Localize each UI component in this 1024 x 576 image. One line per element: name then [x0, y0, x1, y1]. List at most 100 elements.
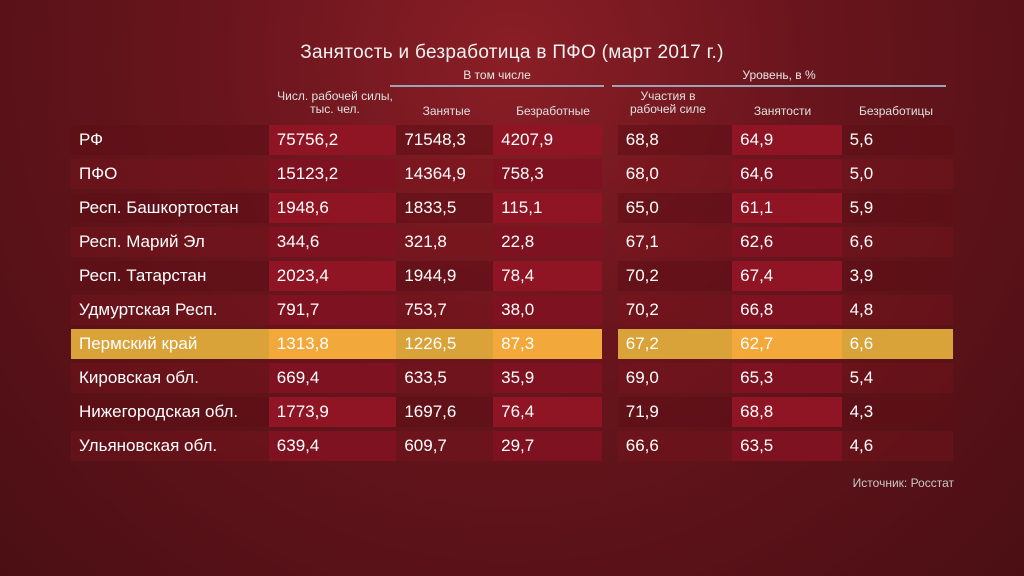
cell-region: Респ. Татарстан: [71, 261, 269, 291]
cell-participation: 70,2: [617, 261, 733, 291]
cell-unemployment: 4,6: [841, 431, 953, 461]
group-label-including: В том числе: [463, 68, 531, 82]
table-row: ПФО 15123,2 14364,9 758,3 68,0 64,6 5,0: [71, 159, 953, 189]
cell-employed: 633,5: [396, 363, 494, 393]
cell-unemployed: 38,0: [493, 295, 602, 325]
table-row: Респ. Марий Эл 344,6 321,8 22,8 67,1 62,6 6,6: [71, 227, 953, 257]
cell-region: Пермский край: [71, 329, 269, 359]
cell-labor-force: 1313,8: [268, 329, 397, 359]
table-row: Пермский край 1313,8 1226,5 87,3 67,2 62,7 6,6: [71, 329, 953, 359]
cell-employed: 321,8: [396, 227, 494, 257]
cell-participation: 69,0: [617, 363, 733, 393]
column-gap: [602, 329, 618, 359]
col-head-employment: Занятости: [753, 104, 812, 118]
cell-employment: 68,8: [732, 397, 842, 427]
col-head-participation: Участия в рабочей силе: [630, 89, 706, 116]
cell-labor-force: 639,4: [268, 431, 397, 461]
cell-labor-force: 1773,9: [268, 397, 397, 427]
cell-unemployed: 4207,9: [493, 125, 602, 155]
cell-labor-force: 344,6: [268, 227, 397, 257]
cell-unemployed: 115,1: [493, 193, 602, 223]
table-row: РФ 75756,2 71548,3 4207,9 68,8 64,9 5,6: [71, 125, 953, 155]
cell-labor-force: 669,4: [268, 363, 397, 393]
cell-employed: 14364,9: [396, 159, 494, 189]
cell-unemployed: 22,8: [493, 227, 602, 257]
cell-unemployed: 35,9: [493, 363, 602, 393]
cell-employed: 1944,9: [396, 261, 494, 291]
cell-employment: 62,7: [732, 329, 842, 359]
table-row: Респ. Башкортостан 1948,6 1833,5 115,1 65,0 6…: [71, 193, 953, 223]
cell-participation: 66,6: [617, 431, 733, 461]
cell-unemployed: 76,4: [493, 397, 602, 427]
cell-unemployed: 29,7: [493, 431, 602, 461]
cell-participation: 65,0: [617, 193, 733, 223]
cell-labor-force: 791,7: [268, 295, 397, 325]
cell-unemployment: 3,9: [841, 261, 953, 291]
cell-participation: 71,9: [617, 397, 733, 427]
table-row: Нижегородская обл. 1773,9 1697,6 76,4 71,9 68…: [71, 397, 953, 427]
cell-participation: 68,0: [617, 159, 733, 189]
cell-employment: 67,4: [732, 261, 842, 291]
cell-employment: 65,3: [732, 363, 842, 393]
cell-region: Нижегородская обл.: [71, 397, 269, 427]
column-gap: [602, 261, 618, 291]
cell-employed: 1833,5: [396, 193, 494, 223]
column-gap: [602, 295, 618, 325]
column-gap: [602, 125, 618, 155]
cell-region: Удмуртская Респ.: [71, 295, 269, 325]
cell-employment: 63,5: [732, 431, 842, 461]
cell-employed: 1697,6: [396, 397, 494, 427]
column-gap: [602, 193, 618, 223]
cell-employment: 66,8: [732, 295, 842, 325]
cell-unemployment: 5,4: [841, 363, 953, 393]
table-row: Респ. Татарстан 2023,4 1944,9 78,4 70,2 67,4 3…: [71, 261, 953, 291]
cell-participation: 67,2: [617, 329, 733, 359]
cell-participation: 67,1: [617, 227, 733, 257]
chart-title: Занятость и безработица в ПФО (март 2017…: [300, 42, 724, 63]
group-line-level: [612, 85, 946, 87]
data-table: РФ 75756,2 71548,3 4207,9 68,8 64,9 5,6 ПФО 1512…: [71, 121, 953, 465]
cell-employed: 1226,5: [396, 329, 494, 359]
cell-employment: 62,6: [732, 227, 842, 257]
cell-region: Респ. Марий Эл: [71, 227, 269, 257]
cell-unemployment: 4,8: [841, 295, 953, 325]
col-head-unemployment: Безработицы: [858, 104, 934, 118]
cell-unemployment: 5,6: [841, 125, 953, 155]
cell-labor-force: 75756,2: [268, 125, 397, 155]
col-head-employed: Занятые: [422, 104, 471, 118]
column-gap: [602, 227, 618, 257]
table-row: Кировская обл. 669,4 633,5 35,9 69,0 65,3 5,4: [71, 363, 953, 393]
cell-participation: 70,2: [617, 295, 733, 325]
cell-region: РФ: [71, 125, 269, 155]
cell-unemployment: 5,9: [841, 193, 953, 223]
group-line-including: [390, 85, 604, 87]
cell-labor-force: 2023,4: [268, 261, 397, 291]
cell-region: Ульяновская обл.: [71, 431, 269, 461]
cell-unemployment: 6,6: [841, 329, 953, 359]
cell-labor-force: 1948,6: [268, 193, 397, 223]
col-head-unemployed: Безработные: [516, 104, 590, 118]
table-row: Удмуртская Респ. 791,7 753,7 38,0 70,2 66,8 4,…: [71, 295, 953, 325]
cell-participation: 68,8: [617, 125, 733, 155]
cell-unemployment: 6,6: [841, 227, 953, 257]
col-head-labor-force: Числ. рабочей силы, тыс. чел.: [277, 89, 393, 116]
cell-region: Кировская обл.: [71, 363, 269, 393]
group-label-level: Уровень, в %: [742, 68, 816, 82]
column-gap: [602, 397, 618, 427]
cell-employment: 64,6: [732, 159, 842, 189]
source-note: Источник: Росстат: [852, 476, 954, 490]
cell-employment: 64,9: [732, 125, 842, 155]
cell-employment: 61,1: [732, 193, 842, 223]
cell-labor-force: 15123,2: [268, 159, 397, 189]
cell-unemployed: 758,3: [493, 159, 602, 189]
column-gap: [602, 159, 618, 189]
cell-unemployment: 5,0: [841, 159, 953, 189]
table-row: Ульяновская обл. 639,4 609,7 29,7 66,6 63,5 4,…: [71, 431, 953, 461]
cell-employed: 71548,3: [396, 125, 494, 155]
cell-region: ПФО: [71, 159, 269, 189]
cell-region: Респ. Башкортостан: [71, 193, 269, 223]
column-gap: [602, 363, 618, 393]
column-gap: [602, 431, 618, 461]
cell-unemployment: 4,3: [841, 397, 953, 427]
cell-employed: 753,7: [396, 295, 494, 325]
